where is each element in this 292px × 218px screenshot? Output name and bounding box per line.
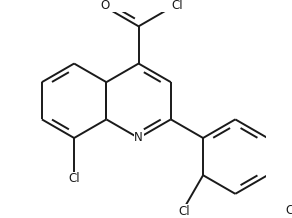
Text: Cl: Cl [179,204,190,218]
Text: Cl: Cl [286,204,292,217]
Text: N: N [134,131,143,145]
Text: Cl: Cl [171,0,183,12]
Text: Cl: Cl [68,172,80,185]
Text: O: O [100,0,109,12]
